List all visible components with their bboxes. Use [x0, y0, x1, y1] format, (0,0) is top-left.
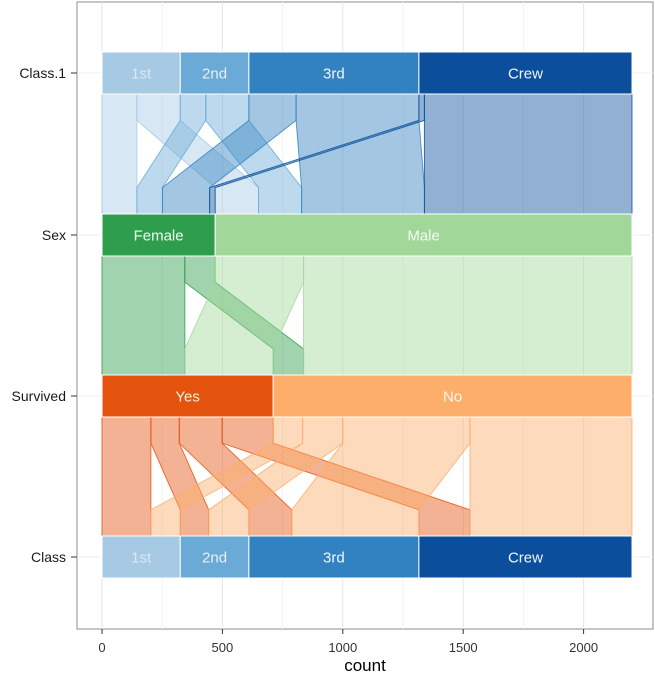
- y-axis-label-class: Class: [31, 549, 66, 565]
- category-bar-class-crew: [418, 535, 633, 579]
- x-tick-label: 1500: [449, 640, 478, 655]
- category-bar-class-1-3rd: [248, 51, 420, 95]
- category-label-class-1-crew: Crew: [508, 66, 543, 83]
- category-label-survived-no: No: [443, 389, 462, 406]
- category-bar-survived-yes: [101, 374, 274, 418]
- category-label-survived-yes: Yes: [175, 389, 199, 406]
- category-label-class-1-2nd: 2nd: [202, 66, 227, 83]
- category-label-class-crew: Crew: [508, 550, 543, 567]
- ribbons-layer: [101, 93, 633, 537]
- category-label-class-1st: 1st: [131, 550, 152, 567]
- category-bars-layer: 1st 2nd 3rd Crew Female Male Yes No 1st 2nd 3rd Cre…: [101, 51, 633, 579]
- x-axis-title: count: [344, 656, 386, 675]
- category-label-class-2nd: 2nd: [202, 550, 227, 567]
- category-bar-class-2nd: [179, 535, 250, 579]
- y-axis-label-sex: Sex: [42, 227, 66, 243]
- x-tick-label: 2000: [569, 640, 598, 655]
- ribbon-class-1-crew-to-male: [423, 93, 633, 215]
- ribbon-class-1-1st-to-female: [101, 93, 138, 215]
- category-label-class-3rd: 3rd: [323, 550, 345, 567]
- x-tick-label: 1000: [328, 640, 357, 655]
- category-label-sex-male: Male: [407, 228, 440, 245]
- category-label-sex-female: Female: [134, 228, 184, 245]
- ribbon-sex-male-to-no: [303, 255, 633, 376]
- y-axis-label-class-1: Class.1: [19, 65, 66, 81]
- category-label-class-1-1st: 1st: [131, 66, 152, 83]
- category-label-class-1-3rd: 3rd: [323, 66, 345, 83]
- x-tick-label: 0: [98, 640, 105, 655]
- plot-panel: [76, 1, 654, 630]
- axes-layer: Class.1 Sex Survived Class 0 500 1000 1500 2000: [12, 65, 599, 655]
- ribbon-survived-no-to-crew: [469, 416, 633, 537]
- ribbon-sex-female-to-yes: [101, 255, 186, 376]
- category-bar-sex-male: [214, 213, 633, 257]
- ribbon-survived-yes-to-1st: [101, 416, 152, 537]
- category-bar-class-3rd: [248, 535, 420, 579]
- category-bar-survived-no: [272, 374, 633, 418]
- category-bar-sex-female: [101, 213, 216, 257]
- category-bar-class-1-crew: [418, 51, 633, 95]
- x-tick-label: 500: [212, 640, 234, 655]
- category-bar-class-1st: [101, 535, 181, 579]
- y-axis-label-survived: Survived: [12, 388, 66, 404]
